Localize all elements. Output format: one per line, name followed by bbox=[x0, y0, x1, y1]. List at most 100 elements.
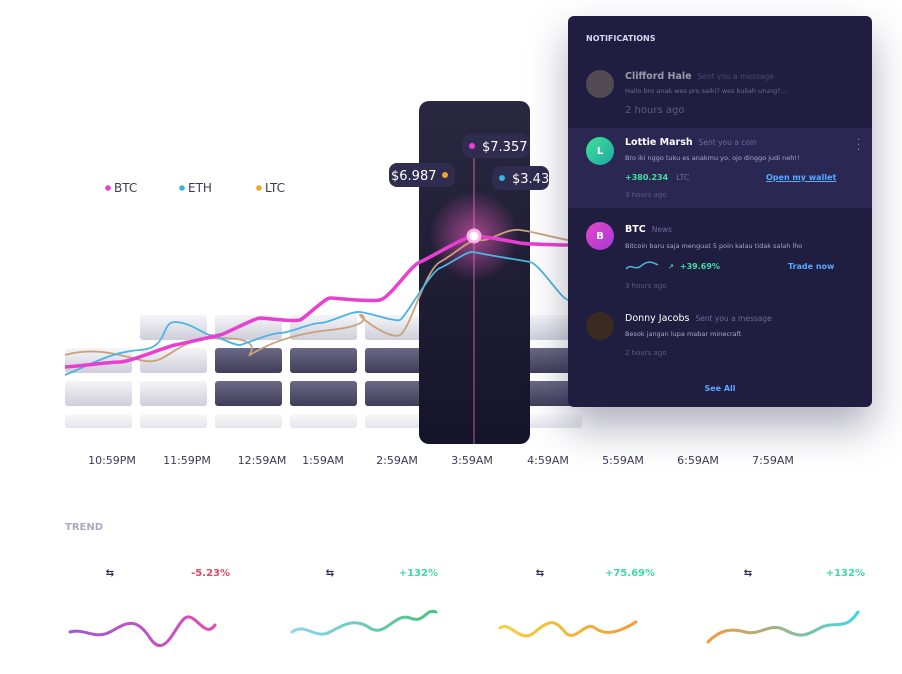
time: 2 hours ago bbox=[625, 349, 667, 357]
grid-block bbox=[140, 381, 207, 406]
sender: Clifford Hale Sent you a message bbox=[625, 71, 774, 82]
trend-sparkline bbox=[498, 620, 638, 638]
sender: BTC News bbox=[625, 224, 672, 235]
amount: +380.234 LTC bbox=[625, 173, 690, 182]
name: Clifford Hale bbox=[625, 71, 692, 82]
grid-block bbox=[65, 381, 132, 406]
avatar bbox=[586, 70, 614, 98]
x-tick-label: 4:59AM bbox=[527, 454, 569, 467]
grid-block bbox=[290, 348, 357, 373]
grid-block bbox=[215, 414, 282, 428]
grid-block bbox=[140, 315, 207, 340]
notification[interactable]: Donny Jacobs Sent you a message Besok jan… bbox=[568, 308, 872, 368]
trend-change: +132% bbox=[399, 568, 438, 579]
action: Sent you a message bbox=[695, 314, 772, 323]
menu-dots[interactable]: · · · bbox=[857, 135, 861, 156]
sender: Donny Jacobs Sent you a message bbox=[625, 313, 772, 324]
grid-block bbox=[515, 348, 582, 373]
tooltip-box bbox=[389, 163, 455, 187]
legend-dot bbox=[256, 185, 262, 191]
trend-change: +75.69% bbox=[605, 568, 655, 579]
x-tick-label: 1:59AM bbox=[302, 454, 344, 467]
avatar bbox=[586, 312, 614, 340]
time: 2 hours ago bbox=[625, 105, 685, 116]
grid-block bbox=[365, 348, 432, 373]
action: Sent you a coin bbox=[698, 138, 757, 147]
message: Bitcoin baru saja menguat 5 poin kalau t… bbox=[625, 242, 803, 250]
grid-block bbox=[515, 414, 582, 428]
tooltip-dot bbox=[442, 172, 448, 178]
x-tick-label: 10:59PM bbox=[88, 454, 136, 467]
tooltip-label: $3.43 bbox=[512, 172, 549, 187]
grid-block bbox=[215, 315, 282, 340]
link[interactable]: Trade now bbox=[788, 262, 835, 271]
trend-title: TREND bbox=[65, 522, 103, 533]
trend-sparkline bbox=[290, 609, 438, 636]
action: News bbox=[651, 225, 672, 234]
compare-icon: ⇆ bbox=[106, 568, 114, 579]
action: Sent you a message bbox=[697, 72, 774, 81]
legend: BTC ETH LTC bbox=[105, 181, 285, 195]
avatar: L bbox=[586, 137, 614, 165]
notification[interactable]: B BTC News Bitcoin baru saja menguat 5 po… bbox=[568, 219, 872, 299]
name: Lottie Marsh bbox=[625, 137, 693, 148]
x-tick-label: 6:59AM bbox=[677, 454, 719, 467]
time: 3 hours ago bbox=[625, 191, 667, 199]
x-tick-label: 12:59AM bbox=[238, 454, 287, 467]
legend-label: BTC bbox=[114, 181, 137, 195]
cursor-point bbox=[466, 228, 482, 244]
notification[interactable]: Clifford Hale Sent you a message Hallo br… bbox=[568, 60, 872, 128]
legend-label: LTC bbox=[265, 181, 285, 195]
see-all[interactable]: See All bbox=[704, 384, 736, 393]
trend-change: +132% bbox=[826, 568, 865, 579]
tooltip-dot bbox=[469, 143, 475, 149]
grid-block bbox=[215, 348, 282, 373]
ltc-line bbox=[64, 229, 569, 363]
panel-title: NOTIFICATIONS bbox=[586, 34, 656, 43]
grid-block bbox=[65, 414, 132, 428]
eth-line bbox=[64, 251, 569, 376]
message: Besok jangan lupa mabar minecraft bbox=[625, 330, 742, 338]
notification[interactable]: L Lottie Marsh Sent you a coin Bro iki ng… bbox=[568, 128, 872, 208]
trend-sparkline bbox=[706, 610, 860, 644]
grid-block bbox=[140, 348, 207, 373]
x-tick-label: 2:59AM bbox=[376, 454, 418, 467]
grid-block bbox=[140, 414, 207, 428]
notification-panel: NOTIFICATIONS Clifford Hale Sent you a me… bbox=[568, 16, 872, 407]
time: 3 hours ago bbox=[625, 282, 667, 290]
avatar: B bbox=[586, 222, 614, 250]
x-tick-label: 3:59AM bbox=[451, 454, 493, 467]
amount-value: +39.69% bbox=[679, 262, 720, 271]
legend-label: ETH bbox=[188, 181, 212, 195]
grid-block bbox=[515, 381, 582, 406]
sender: Lottie Marsh Sent you a coin bbox=[625, 137, 757, 148]
amount: ↗ +39.69% bbox=[668, 262, 720, 271]
x-axis: 10:59PM 11:59PM 12:59AM 1:59AM 2:59AM 3:59AM 4… bbox=[88, 454, 794, 467]
link[interactable]: Open my wallet bbox=[766, 173, 837, 182]
tooltip-dot bbox=[499, 175, 505, 181]
grid-block bbox=[365, 315, 432, 340]
grid-block bbox=[515, 315, 582, 340]
x-tick-label: 5:59AM bbox=[602, 454, 644, 467]
grid-block bbox=[290, 381, 357, 406]
trend-cards: ⇆ -5.23% ⇆ +132% ⇆ +75.69% ⇆ +132% bbox=[68, 568, 865, 648]
legend-dot bbox=[105, 185, 111, 191]
compare-icon: ⇆ bbox=[744, 568, 752, 579]
x-tick-label: 7:59AM bbox=[752, 454, 794, 467]
message: Bro iki nggo tuku es anakmu yo, ojo ding… bbox=[625, 154, 800, 162]
grid-block bbox=[290, 414, 357, 428]
name: Donny Jacobs bbox=[625, 313, 690, 324]
grid-block bbox=[365, 381, 432, 406]
amount-value: +380.234 bbox=[625, 173, 669, 182]
legend-dot bbox=[179, 185, 185, 191]
x-tick-label: 11:59PM bbox=[163, 454, 211, 467]
sparkline bbox=[625, 261, 659, 270]
compare-icon: ⇆ bbox=[326, 568, 334, 579]
tooltip-label: $6.987 bbox=[391, 169, 437, 184]
message: Hallo bro anak wes pro saiki? wes kuliah… bbox=[625, 87, 787, 95]
unit: LTC bbox=[676, 173, 690, 182]
tooltip-box bbox=[462, 134, 530, 158]
grid-block bbox=[365, 414, 432, 428]
